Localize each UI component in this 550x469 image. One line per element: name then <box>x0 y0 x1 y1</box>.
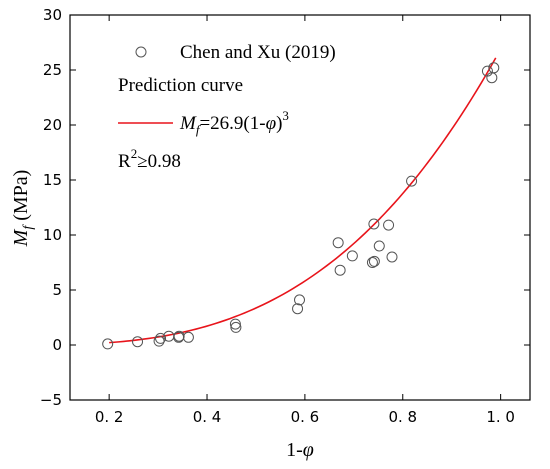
data-point <box>488 62 500 74</box>
data-point <box>153 335 165 347</box>
equation-subscript: f <box>196 122 202 137</box>
y-tick-label: 5 <box>52 281 62 299</box>
legend-label-prediction: Prediction curve <box>118 75 243 96</box>
x-axis-ticks: 0. 2 0. 4 0. 6 0. 8 1. 0 <box>95 15 515 426</box>
r-squared-rest: ≥0.98 <box>137 151 181 172</box>
x-tick-label: 1. 0 <box>486 408 515 426</box>
y-axis-title-subscript: f <box>21 224 36 230</box>
r-squared-exponent: 2 <box>131 146 138 161</box>
data-point <box>332 237 344 249</box>
y-tick-label: 30 <box>43 6 62 24</box>
plot-frame <box>69 14 531 401</box>
equation-label: Mf=26.9(1-φ)3 <box>179 108 289 137</box>
r-squared-base: R <box>118 151 131 172</box>
y-axis-title: Mf (MPa) <box>10 170 36 248</box>
y-tick-label: 0 <box>52 336 62 354</box>
data-point <box>406 175 418 187</box>
legend-marker-circle <box>135 46 147 58</box>
data-point <box>386 251 398 263</box>
data-point <box>230 321 242 333</box>
equation-phi: φ <box>266 113 277 134</box>
data-point <box>182 331 194 343</box>
data-point <box>368 255 380 267</box>
x-axis-title: 1-φ <box>286 439 314 461</box>
data-point <box>132 336 144 348</box>
y-tick-label: 20 <box>43 116 62 134</box>
data-point <box>373 240 385 252</box>
y-axis-title-unit: (MPa) <box>10 170 32 226</box>
data-point <box>383 219 395 231</box>
legend-label-data: Chen and Xu (2019) <box>180 42 336 63</box>
data-point <box>368 218 380 230</box>
y-axis-title-symbol: M <box>10 228 32 247</box>
data-point <box>173 330 185 342</box>
x-axis-title-prefix: 1- <box>286 439 303 461</box>
prediction-curve <box>109 57 497 344</box>
data-point <box>102 338 114 350</box>
data-points <box>102 62 500 350</box>
data-point <box>292 303 304 315</box>
x-tick-label: 0. 4 <box>193 408 222 426</box>
x-tick-label: 0. 6 <box>291 408 320 426</box>
data-point <box>155 332 167 344</box>
equation-symbol: M <box>179 113 197 134</box>
y-tick-label: 10 <box>43 226 62 244</box>
data-point <box>294 294 306 306</box>
y-tick-label: 15 <box>43 171 62 189</box>
data-point <box>229 318 241 330</box>
x-axis-title-symbol: φ <box>303 439 314 461</box>
legend: Chen and Xu (2019) Prediction curve Mf=2… <box>118 42 336 172</box>
x-tick-label: 0. 2 <box>95 408 124 426</box>
y-axis-ticks: −5 0 5 10 15 20 25 30 <box>40 6 530 409</box>
data-point <box>346 250 358 262</box>
y-tick-label: 25 <box>43 61 62 79</box>
equation-exponent: 3 <box>282 108 289 123</box>
r-squared-label: R2≥0.98 <box>118 146 181 172</box>
x-tick-label: 0. 8 <box>388 408 417 426</box>
equation-close: ) <box>276 113 282 134</box>
y-tick-label: −5 <box>40 391 62 409</box>
equation-body: =26.9(1- <box>199 113 265 134</box>
data-point <box>366 257 378 268</box>
data-point <box>334 264 346 276</box>
